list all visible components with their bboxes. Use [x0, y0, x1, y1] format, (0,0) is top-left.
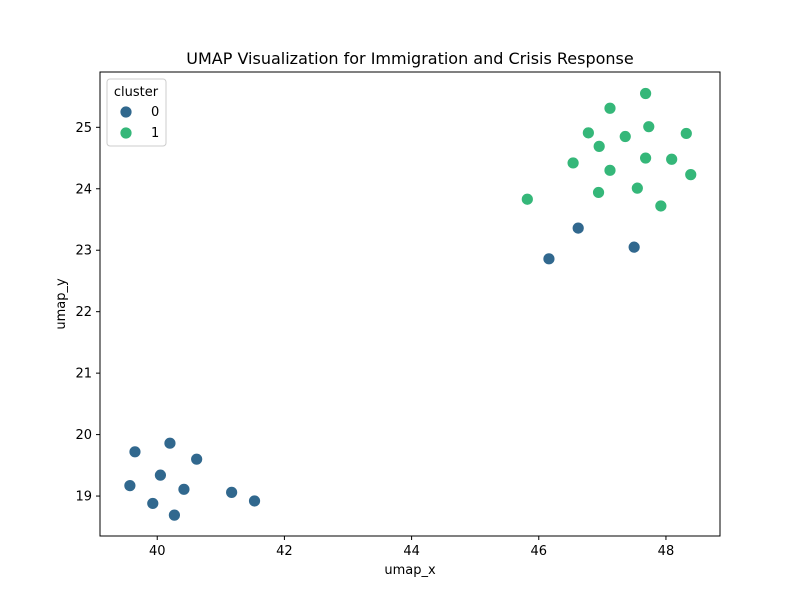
data-points	[123, 87, 698, 522]
y-axis: 19 20 21 22 23 24 25	[75, 121, 100, 505]
legend: cluster 0 1	[106, 78, 167, 147]
chart-title: UMAP Visualization for Immigration and C…	[186, 49, 633, 68]
data-point-cluster-1	[592, 139, 606, 153]
data-point-cluster-1	[603, 101, 617, 115]
x-tick-label: 46	[530, 544, 547, 559]
data-point-cluster-0	[167, 508, 181, 522]
data-point-cluster-1	[520, 192, 534, 206]
data-point-cluster-1	[684, 168, 698, 182]
y-tick-label: 24	[75, 182, 92, 197]
legend-title: cluster	[114, 85, 159, 100]
data-point-cluster-1	[630, 181, 644, 195]
y-tick-label: 23	[75, 244, 92, 259]
data-point-cluster-1	[581, 126, 595, 140]
data-point-cluster-1	[566, 156, 580, 170]
data-point-cluster-0	[146, 497, 160, 510]
legend-marker-1	[119, 126, 133, 140]
x-tick-label: 42	[276, 544, 293, 559]
data-point-cluster-1	[618, 130, 632, 143]
data-point-cluster-1	[654, 199, 668, 213]
data-point-cluster-0	[248, 494, 261, 508]
x-tick-label: 48	[658, 544, 675, 559]
data-point-cluster-1	[639, 87, 652, 100]
legend-label-0: 0	[151, 105, 159, 120]
data-point-cluster-0	[163, 436, 177, 450]
data-point-cluster-1	[665, 152, 679, 166]
y-tick-label: 19	[75, 490, 92, 505]
data-point-cluster-1	[679, 127, 693, 140]
y-axis-label: umap_y	[54, 278, 69, 330]
data-point-cluster-0	[542, 252, 556, 266]
x-tick-label: 40	[149, 544, 166, 559]
x-tick-label: 44	[403, 544, 420, 559]
data-point-cluster-0	[177, 482, 191, 496]
data-point-cluster-0	[154, 468, 167, 482]
plot-area	[99, 71, 721, 537]
y-tick-label: 25	[75, 121, 92, 136]
data-point-cluster-1	[642, 120, 656, 134]
y-tick-label: 20	[75, 428, 92, 443]
data-point-cluster-0	[627, 240, 641, 254]
data-point-cluster-1	[592, 186, 605, 199]
y-tick-label: 22	[75, 305, 92, 320]
data-point-cluster-0	[123, 479, 137, 493]
data-point-cluster-0	[190, 452, 204, 466]
legend-label-1: 1	[151, 126, 159, 141]
data-point-cluster-0	[571, 221, 585, 235]
data-point-cluster-1	[639, 151, 652, 165]
data-point-cluster-0	[128, 445, 142, 459]
x-axis: 40 42 44 46 48	[149, 536, 674, 559]
data-point-cluster-1	[603, 163, 617, 177]
x-axis-label: umap_x	[384, 563, 436, 578]
y-tick-label: 21	[75, 367, 92, 382]
legend-marker-0	[119, 105, 133, 119]
data-point-cluster-0	[225, 485, 239, 499]
